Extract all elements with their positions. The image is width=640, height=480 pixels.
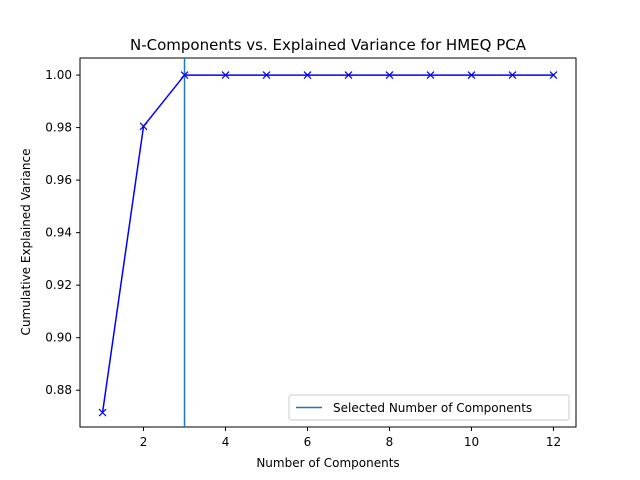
data-point [98,408,107,417]
plot-area: 2 4 6 8 10 12 0.88 0.90 0.92 0.94 0.96 0.98 1.00 [45,57,577,449]
chart-title: N-Components vs. Explained Variance for … [130,36,527,54]
y-tick-label: 0.88 [45,383,72,397]
data-point-marker-stroke [385,71,394,79]
data-point-marker-stroke [344,71,353,79]
y-tick-label: 0.98 [45,121,72,135]
data-point-marker-stroke [426,71,435,79]
x-tick-label: 4 [222,435,230,449]
data-point [549,71,558,79]
y-tick-label: 0.90 [45,331,72,345]
data-point [262,71,271,79]
data-point-marker-stroke [467,71,476,79]
legend-box [288,394,570,421]
data-point [508,71,517,79]
x-tick-label: 10 [464,435,479,449]
data-point [303,71,312,79]
data-point-marker-stroke [180,71,189,79]
x-tick-label: 6 [304,435,312,449]
data-point [221,71,230,79]
data-point-marker-stroke [508,71,517,79]
variance-series-line [101,74,554,413]
y-tick-label: 1.00 [45,68,72,82]
data-point-marker-stroke [549,71,558,79]
data-point [385,71,394,79]
x-tick-label: 2 [140,435,148,449]
data-point [426,71,435,79]
data-point [139,122,148,131]
y-tick-label: 0.96 [45,173,72,187]
data-point [467,71,476,79]
axes-frame [79,57,577,428]
legend: Selected Number of Components [288,394,570,421]
x-tick-label: 12 [546,435,561,449]
y-tick-label: 0.92 [45,278,72,292]
data-point [180,71,189,79]
data-point-marker-stroke [221,71,230,79]
x-axis-label: Number of Components [256,456,399,470]
legend-entry-label: Selected Number of Components [333,401,532,415]
data-point-marker-stroke [98,408,107,417]
data-point-marker-stroke [139,122,148,131]
data-point [344,71,353,79]
y-tick-label: 0.94 [45,226,72,240]
data-point-marker-stroke [262,71,271,79]
x-tick-label: 8 [386,435,394,449]
data-point-marker-stroke [303,71,312,79]
y-axis-label: Cumulative Explained Variance [19,149,33,336]
